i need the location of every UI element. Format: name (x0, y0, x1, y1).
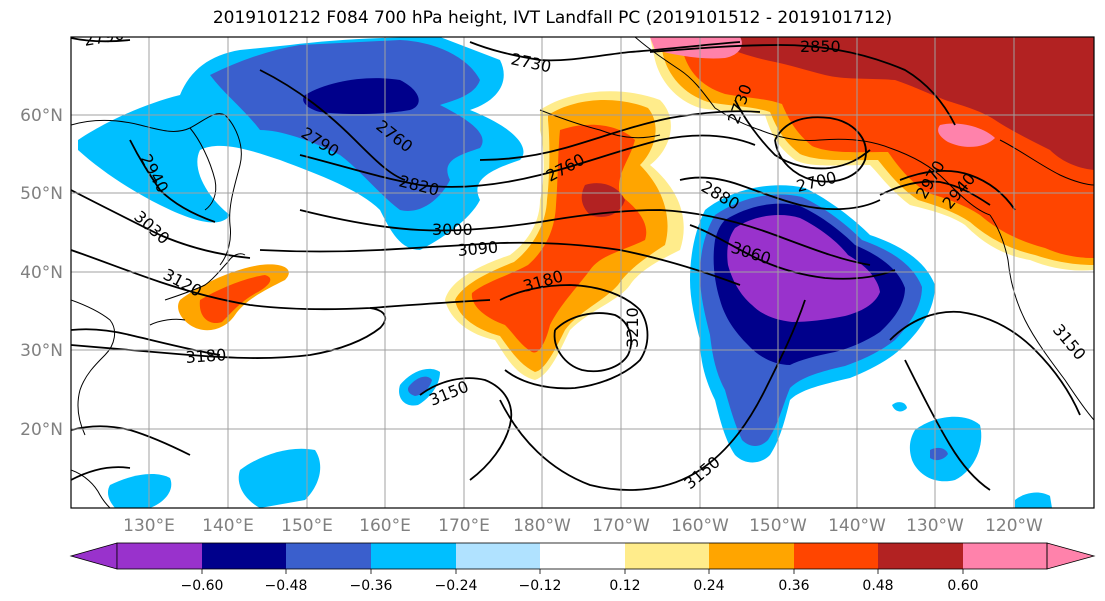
lon-label: 180°W (513, 516, 571, 536)
contour-3120 (71, 249, 491, 311)
lat-label: 30°N (20, 341, 63, 361)
contour-2730-north (469, 41, 741, 62)
colorbar-tick-label: −0.60 (181, 578, 224, 594)
contour-3210 (553, 312, 632, 373)
lon-label: 140°W (828, 516, 886, 536)
shade-pos-red-west-coast (1040, 190, 1094, 258)
colorbar-tick-label: −0.24 (435, 578, 478, 594)
graticule (71, 37, 1094, 508)
contour-2820 (299, 134, 756, 188)
lon-label: 140°E (202, 516, 254, 536)
lon-label: 150°W (749, 516, 807, 536)
contour-2850 (649, 44, 956, 126)
coast-aleutians (539, 109, 661, 139)
lon-label: 150°E (281, 516, 333, 536)
contour-3150-se (904, 359, 991, 491)
colorbar-swatch (625, 543, 709, 569)
shade-pos-dark-north (720, 37, 1094, 170)
contour-2970 (899, 170, 1016, 211)
colorbar-tick-label: −0.12 (519, 578, 562, 594)
contour-3150-mid (419, 377, 513, 481)
colorbar-swatch (709, 543, 794, 569)
contour-2760 (479, 110, 761, 161)
coast-kamchatka (189, 127, 217, 211)
shade-neg-light-se3 (892, 402, 907, 412)
shade-pos-red-japan (199, 275, 271, 324)
shade-neg-light-sw (238, 448, 321, 508)
colorbar-tick-label: −0.48 (265, 578, 308, 594)
contour-3000 (299, 209, 871, 266)
contour-3180-west (71, 307, 387, 359)
contour-label: 3180 (185, 345, 227, 367)
longitude-labels: 130°E 140°E 150°E 160°E 170°E 180°W 170°… (123, 516, 1043, 536)
colorbar-extend-left (69, 542, 118, 570)
contour-3060 (689, 224, 896, 280)
lon-label: 160°W (671, 516, 729, 536)
lat-label: 40°N (20, 263, 63, 283)
lon-label: 160°E (359, 516, 411, 536)
lon-label: 120°W (985, 516, 1043, 536)
coast-korea-china (71, 299, 116, 436)
contour-label: 3210 (623, 307, 642, 348)
colorbar-extend-right (1046, 542, 1096, 570)
colorbar-tick-label: 0.12 (609, 578, 640, 594)
latitude-labels: 60°N 50°N 40°N 30°N 20°N (20, 106, 63, 440)
coast-nw-america (989, 214, 1094, 421)
colorbar-swatch (794, 543, 878, 569)
contour-3150-south (71, 425, 191, 456)
contour-lower-left (71, 466, 131, 481)
contour-3030 (71, 189, 251, 259)
shade-neg-strong-east (727, 215, 880, 322)
colorbar-swatch (456, 543, 540, 569)
shade-neg-mid-west (210, 40, 483, 211)
colorbar: −0.60 −0.48 −0.36 −0.24 −0.12 0.12 0.24 … (69, 542, 1096, 594)
contour-3090 (259, 241, 741, 286)
coast-alaska (634, 37, 991, 216)
colorbar-swatch (286, 543, 371, 569)
ivt-shading (78, 37, 1094, 508)
shade-neg-mid-hawaii (407, 376, 432, 396)
shade-pos-red-central (471, 124, 647, 353)
contour-3150-east (889, 310, 1081, 416)
contour-2790 (71, 37, 406, 181)
shade-pos-pink-north2 (938, 123, 995, 147)
colorbar-tick-label: 0.36 (778, 578, 809, 594)
map-title: 2019101212 F084 700 hPa height, IVT Land… (212, 8, 893, 28)
lat-label: 60°N (20, 106, 63, 126)
shade-neg-dark-west (303, 78, 419, 115)
lon-label: 170°W (592, 516, 650, 536)
contour-label: 3000 (432, 220, 473, 239)
lon-label: 170°E (438, 516, 490, 536)
colorbar-swatch (540, 543, 625, 569)
lon-label: 130°E (123, 516, 175, 536)
contour-label: 3090 (457, 238, 499, 260)
lat-label: 50°N (20, 184, 63, 204)
colorbar-swatch (963, 543, 1047, 569)
colorbar-swatch (202, 543, 286, 569)
colorbar-tick-label: 0.48 (862, 578, 893, 594)
colorbar-swatch (878, 543, 963, 569)
shade-neg-light-sw2 (107, 474, 172, 508)
colorbar-swatch (117, 543, 202, 569)
shade-neg-light-west2 (480, 138, 520, 159)
contour-2700 (774, 116, 867, 183)
contour-2940-east (879, 180, 991, 206)
colorbar-tick-label: −0.36 (350, 578, 393, 594)
contour-2940-west (129, 139, 216, 223)
contour-3180-central (499, 284, 649, 390)
coast-japan (149, 253, 246, 326)
colorbar-tick-label: 0.24 (693, 578, 724, 594)
lon-label: 130°W (906, 516, 964, 536)
contour-2730-alaska (734, 99, 871, 170)
colorbar-swatch (371, 543, 456, 569)
map-frame (70, 36, 1095, 509)
shade-pos-dark-central (581, 183, 625, 217)
lat-label: 20°N (20, 420, 63, 440)
shade-neg-light-se2 (1015, 492, 1052, 508)
coast-canada-interior (999, 139, 1094, 186)
colorbar-tick-label: 0.60 (947, 578, 978, 594)
contour-label: 2850 (800, 37, 841, 56)
